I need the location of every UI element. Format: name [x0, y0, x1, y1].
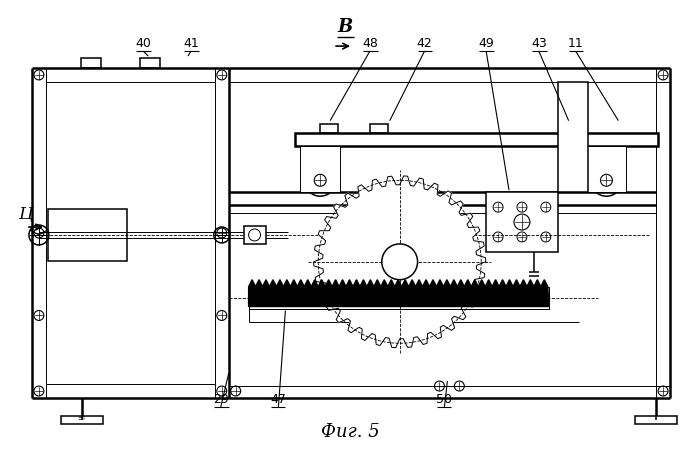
Text: 50: 50: [436, 393, 452, 406]
Bar: [61, 416, 102, 424]
Text: 41: 41: [183, 37, 199, 50]
Bar: [370, 124, 388, 133]
Bar: [48, 209, 127, 261]
Text: 29: 29: [213, 393, 229, 406]
Bar: [295, 133, 658, 145]
Bar: [486, 192, 558, 252]
Text: 43: 43: [531, 37, 547, 50]
Text: В: В: [337, 18, 353, 36]
Polygon shape: [314, 176, 486, 348]
Circle shape: [382, 244, 418, 280]
Text: 47: 47: [270, 393, 286, 406]
Text: Ц: Ц: [18, 205, 32, 222]
Bar: [636, 416, 677, 424]
Text: 49: 49: [478, 37, 494, 50]
Text: 11: 11: [568, 37, 584, 50]
Bar: [244, 226, 265, 244]
Polygon shape: [248, 280, 549, 307]
Text: 48: 48: [362, 37, 378, 50]
Text: Фиг. 5: Фиг. 5: [321, 423, 379, 441]
Bar: [300, 145, 340, 192]
Bar: [81, 58, 101, 68]
Bar: [140, 58, 160, 68]
Polygon shape: [558, 82, 587, 192]
Text: 40: 40: [135, 37, 151, 50]
Bar: [248, 287, 549, 308]
Text: 42: 42: [416, 37, 433, 50]
Bar: [320, 124, 338, 133]
Bar: [587, 145, 626, 192]
